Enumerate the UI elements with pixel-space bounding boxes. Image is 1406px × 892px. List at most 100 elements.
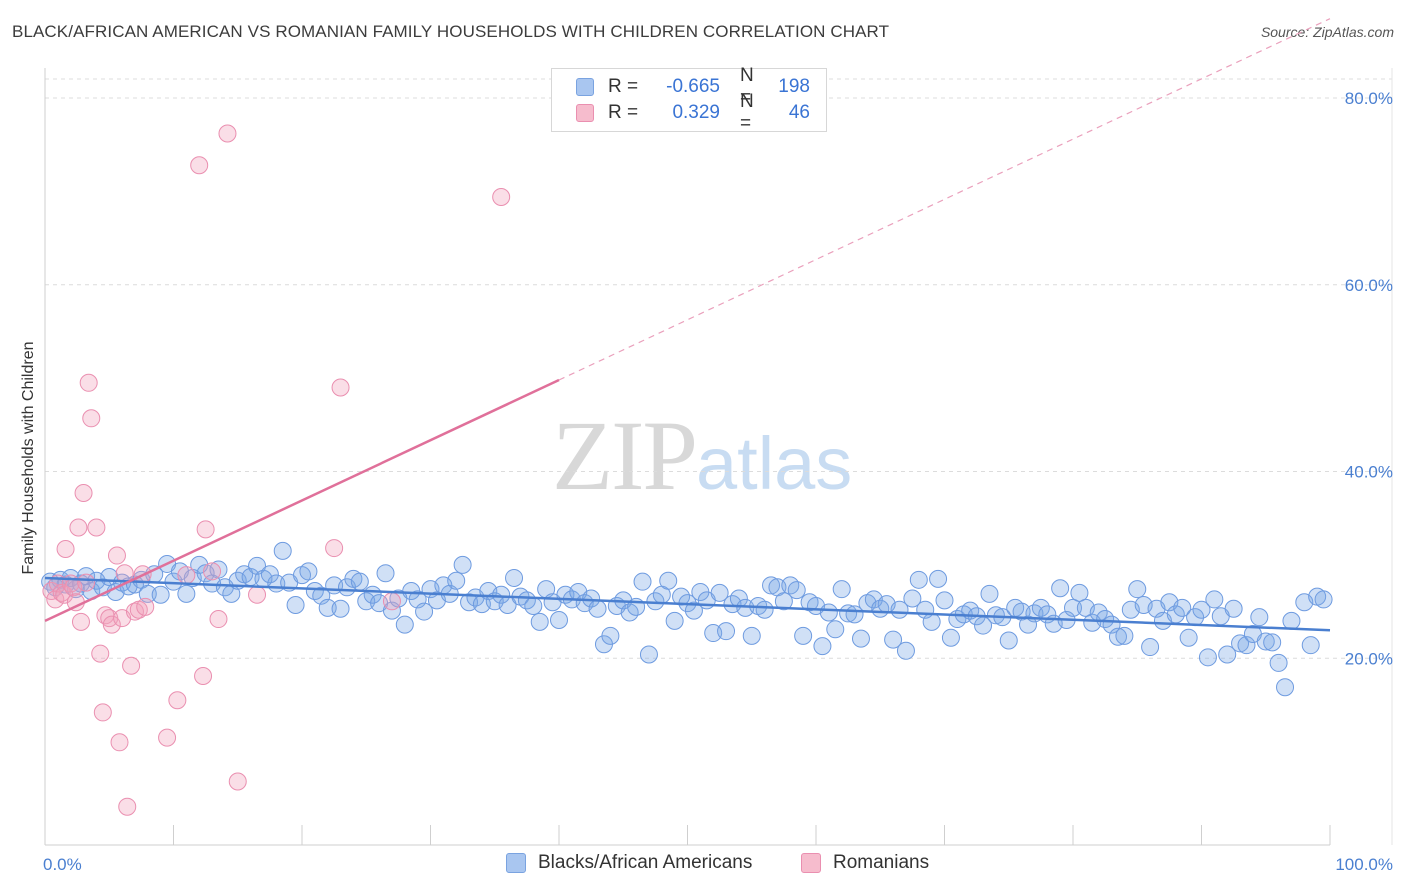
- romanians-point: [209, 610, 228, 629]
- romanians-point: [102, 615, 121, 634]
- y-tick-label: 80.0%: [1345, 89, 1393, 108]
- blacks-point: [826, 620, 845, 639]
- blacks-point: [813, 637, 832, 656]
- romanians-point: [87, 518, 106, 537]
- blacks-point: [1269, 653, 1288, 672]
- legend-r-label: R =: [608, 102, 639, 123]
- blacks-point: [1108, 627, 1127, 646]
- blacks-point: [1256, 632, 1275, 651]
- blacks-point: [884, 630, 903, 649]
- blacks-point: [717, 622, 736, 641]
- romanians-trend-extension: [558, 18, 1331, 381]
- blacks-point: [273, 541, 292, 560]
- blacks-point: [742, 626, 761, 645]
- legend-swatch-blacks: [506, 853, 526, 873]
- blacks-point: [550, 610, 568, 629]
- x-tick-label: 0.0%: [43, 855, 82, 874]
- series-legend: Blacks/African Americans Romanians: [0, 852, 1406, 878]
- blacks-point: [1276, 678, 1295, 697]
- blacks-point: [177, 584, 196, 603]
- blacks-point: [999, 631, 1018, 650]
- legend-n-value: 198: [778, 76, 810, 97]
- romanians-point: [196, 520, 215, 539]
- blacks-point: [659, 571, 678, 590]
- blacks-point: [305, 582, 324, 601]
- series-romanians: [42, 124, 511, 816]
- blacks-point: [1237, 636, 1256, 655]
- blacks-point: [774, 592, 793, 611]
- stats-legend: R = -0.665 N = 198 R = 0.329 N = 46: [551, 65, 827, 134]
- romanians-point: [93, 703, 112, 722]
- x-tick-label: 100.0%: [1335, 855, 1393, 874]
- blacks-point: [582, 589, 601, 608]
- blacks-point: [1205, 590, 1224, 609]
- legend-n-label: N =: [740, 91, 754, 134]
- blacks-point: [851, 629, 870, 648]
- romanians-point: [203, 562, 222, 581]
- blacks-point: [453, 555, 472, 574]
- romanians-point: [325, 539, 344, 558]
- blacks-point: [1218, 645, 1237, 664]
- romanians-point: [492, 187, 511, 206]
- legend-item-blacks[interactable]: Blacks/African Americans: [506, 852, 752, 874]
- blacks-point: [1115, 626, 1134, 645]
- blacks-point: [260, 565, 279, 584]
- romanians-point: [77, 573, 96, 592]
- blacks-point: [832, 580, 851, 599]
- blacks-point: [66, 580, 85, 599]
- blacks-point: [447, 571, 466, 590]
- blacks-point: [1250, 608, 1269, 627]
- blacks-point: [787, 581, 806, 600]
- romanians-point: [168, 691, 187, 710]
- blacks-point: [896, 641, 915, 660]
- romanians-point: [110, 733, 129, 752]
- blacks-point: [524, 596, 543, 615]
- romanians-point: [82, 409, 101, 428]
- legend-n-label: N =: [740, 65, 754, 108]
- romanians-point: [52, 583, 71, 602]
- blacks-point: [839, 604, 858, 623]
- legend-item-romanians[interactable]: Romanians: [801, 852, 929, 874]
- romanians-point: [122, 656, 141, 675]
- blacks-point: [1173, 598, 1192, 617]
- romanians-point: [331, 378, 350, 397]
- source-label: Source: ZipAtlas.com: [1260, 24, 1394, 40]
- blacks-point: [601, 626, 620, 645]
- blacks-point: [530, 612, 549, 631]
- watermark: ZIPatlas: [552, 398, 852, 513]
- blacks-point: [248, 556, 267, 575]
- blacks-point: [1141, 638, 1160, 657]
- y-tick-label: 40.0%: [1345, 463, 1393, 482]
- blacks-point: [929, 569, 948, 588]
- blacks-point: [318, 598, 337, 617]
- blacks-point: [1282, 611, 1301, 630]
- romanians-point: [71, 612, 90, 631]
- blacks-point: [151, 585, 170, 604]
- blacks-point: [794, 626, 813, 645]
- blacks-trend-line: [44, 576, 1331, 632]
- blacks-point: [1070, 583, 1089, 602]
- blacks-point: [1192, 600, 1211, 619]
- legend-swatch-romanians: [576, 104, 594, 122]
- romanians-point: [69, 518, 88, 537]
- blacks-point: [762, 576, 781, 595]
- blacks-point: [331, 599, 350, 618]
- chart-title: BLACK/AFRICAN AMERICAN VS ROMANIAN FAMIL…: [12, 22, 890, 41]
- blacks-point: [1031, 598, 1050, 617]
- legend-swatch-romanians: [801, 853, 821, 873]
- blacks-point: [1051, 579, 1070, 598]
- blacks-point: [1314, 590, 1333, 609]
- legend-swatch-blacks: [576, 78, 594, 96]
- blacks-point: [588, 599, 607, 618]
- blacks-point: [1224, 599, 1243, 618]
- blacks-point: [922, 612, 941, 631]
- blacks-point: [909, 570, 928, 589]
- blacks-point: [633, 572, 652, 591]
- blacks-point: [1128, 580, 1147, 599]
- blacks-point: [1231, 634, 1250, 653]
- romanians-point: [248, 585, 267, 604]
- romanians-point: [382, 592, 401, 611]
- blacks-point: [665, 611, 684, 630]
- blacks-point: [710, 583, 729, 602]
